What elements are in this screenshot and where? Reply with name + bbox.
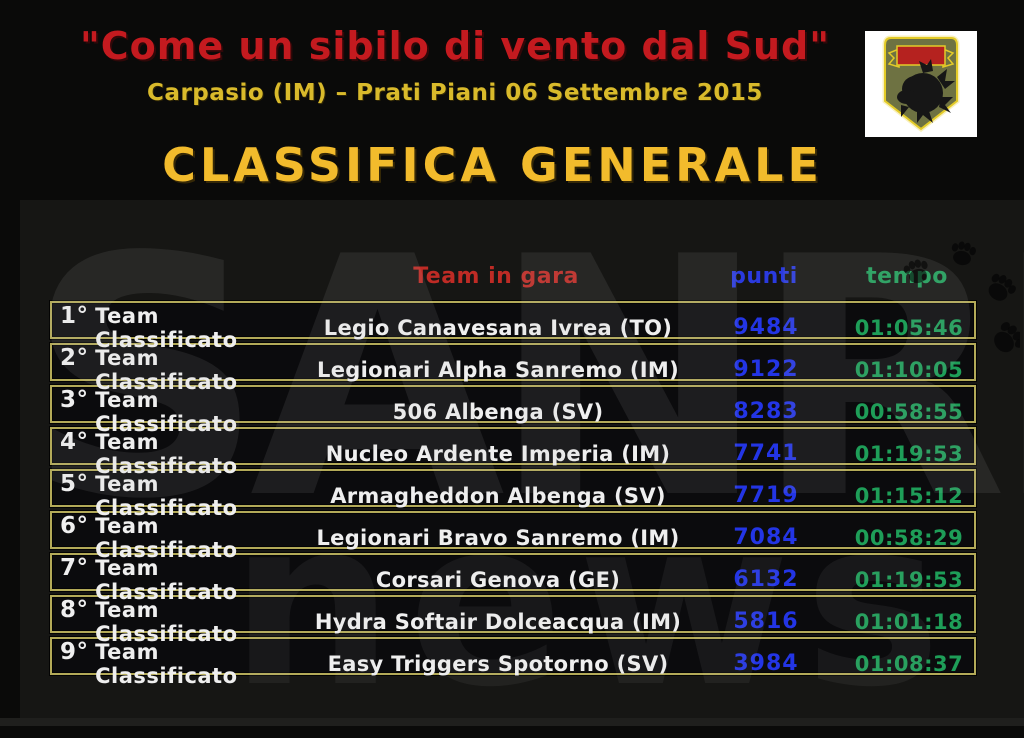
rank-label: Team Classificato (95, 598, 238, 646)
rank-number: 6° (60, 513, 89, 539)
rank-cell: 4° Team Classificato (52, 429, 304, 478)
rank-cell: 7° Team Classificato (52, 555, 304, 604)
table-row: 3° Team Classificato 506 Albenga (SV) 82… (50, 385, 976, 436)
team-name: 506 Albenga (SV) (392, 399, 604, 424)
table-row: 5° Team Classificato Armagheddon Albenga… (50, 469, 976, 520)
rank-label: Team Classificato (95, 556, 238, 604)
table-row: 8° Team Classificato Hydra Softair Dolce… (50, 595, 976, 646)
rank-number: 1° (60, 303, 89, 329)
ranking-table: 1° Team Classificato Legio Canavesana Iv… (50, 301, 976, 688)
points-value: 7084 (733, 525, 799, 550)
rank-number: 3° (60, 387, 89, 413)
rank-cell: 9° Team Classificato (52, 639, 304, 688)
time-value: 01:15:12 (854, 483, 964, 508)
points-value: 7719 (733, 483, 799, 508)
time-value: 00:58:55 (854, 399, 964, 424)
rank-label: Team Classificato (95, 388, 238, 436)
team-name: Legionari Bravo Sanremo (IM) (316, 525, 680, 550)
time-value: 01:19:53 (854, 441, 964, 466)
lion-patch-badge-icon (882, 35, 960, 133)
rank-number: 5° (60, 471, 89, 497)
rank-label: Team Classificato (95, 514, 238, 562)
rank-cell: 5° Team Classificato (52, 471, 304, 520)
table-row: 6° Team Classificato Legionari Bravo San… (50, 511, 976, 562)
team-name: Hydra Softair Dolceacqua (IM) (314, 609, 682, 634)
points-value: 5816 (733, 609, 799, 634)
header-team-in-gara: Team in gara (413, 264, 579, 289)
lion-icon (897, 59, 955, 123)
rank-number: 9° (60, 639, 89, 665)
rank-label: Team Classificato (95, 346, 238, 394)
team-name: Easy Triggers Spotorno (SV) (327, 651, 669, 676)
header-tempo: tempo (866, 264, 948, 289)
rank-number: 4° (60, 429, 89, 455)
bottom-strip (0, 718, 1024, 726)
points-value: 6132 (733, 567, 799, 592)
rank-cell: 8° Team Classificato (52, 597, 304, 646)
time-value: 00:58:29 (854, 525, 964, 550)
table-row: 7° Team Classificato Corsari Genova (GE)… (50, 553, 976, 604)
time-value: 01:08:37 (854, 651, 964, 676)
page-title: CLASSIFICA GENERALE (162, 138, 823, 192)
rank-cell: 6° Team Classificato (52, 513, 304, 562)
time-value: 01:05:46 (854, 315, 964, 340)
rank-number: 8° (60, 597, 89, 623)
rank-cell: 1° Team Classificato (52, 303, 304, 352)
rank-label: Team Classificato (95, 304, 238, 352)
table-row: 2° Team Classificato Legionari Alpha San… (50, 343, 976, 394)
points-value: 3984 (733, 651, 799, 676)
time-value: 01:01:18 (854, 609, 964, 634)
time-value: 01:19:53 (854, 567, 964, 592)
team-logo (865, 31, 977, 137)
rank-number: 2° (60, 345, 89, 371)
points-value: 9122 (733, 357, 799, 382)
time-value: 01:10:05 (854, 357, 964, 382)
event-location-date: Carpasio (IM) – Prati Piani 06 Settembre… (147, 80, 763, 106)
team-name: Legionari Alpha Sanremo (IM) (317, 357, 679, 382)
table-row: 9° Team Classificato Easy Triggers Spoto… (50, 637, 976, 688)
rank-cell: 3° Team Classificato (52, 387, 304, 436)
points-value: 9484 (733, 315, 799, 340)
rank-label: Team Classificato (95, 472, 238, 520)
points-value: 7741 (733, 441, 799, 466)
rank-label: Team Classificato (95, 430, 238, 478)
rank-cell: 2° Team Classificato (52, 345, 304, 394)
table-row: 1° Team Classificato Legio Canavesana Iv… (50, 301, 976, 352)
points-value: 8283 (733, 399, 799, 424)
team-name: Nucleo Ardente Imperia (IM) (325, 441, 671, 466)
rank-number: 7° (60, 555, 89, 581)
table-row: 4° Team Classificato Nucleo Ardente Impe… (50, 427, 976, 478)
rank-label: Team Classificato (95, 640, 238, 688)
table-header: Team in gara punti tempo (50, 264, 976, 289)
event-title: "Come un sibilo di vento dal Sud" (79, 24, 831, 68)
team-name: Legio Canavesana Ivrea (TO) (323, 315, 673, 340)
team-name: Armagheddon Albenga (SV) (330, 483, 666, 508)
team-name: Corsari Genova (GE) (375, 567, 621, 592)
results-panel: SANREMO news (20, 200, 1024, 720)
header-punti: punti (730, 264, 798, 289)
